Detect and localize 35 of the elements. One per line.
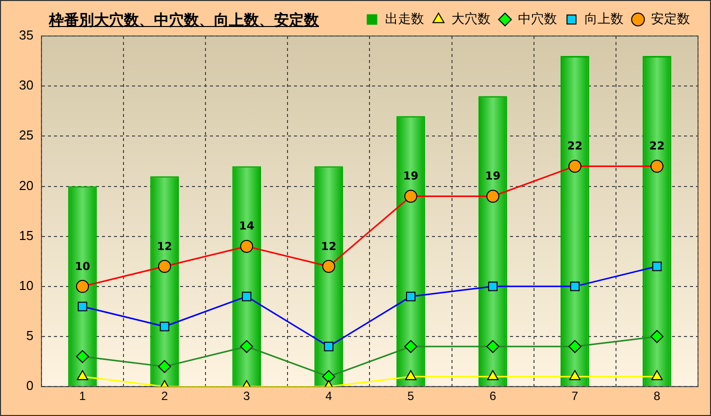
y-tick-label: 25 — [18, 128, 34, 143]
data-label: 12 — [156, 240, 172, 253]
y-tick-label: 30 — [18, 78, 34, 93]
legend-label: 大穴数 — [452, 12, 490, 27]
y-tick-label: 10 — [18, 278, 34, 294]
data-label: 14 — [238, 220, 255, 233]
y-tick-label: 35 — [18, 28, 34, 43]
point — [487, 370, 499, 380]
data-label: 10 — [74, 260, 90, 273]
point — [405, 370, 416, 380]
chart-title: 枠番別大穴数、中穴数、向上数、安定数 — [49, 11, 319, 30]
x-tick-label: 3 — [243, 389, 250, 404]
data-label: 12 — [321, 240, 336, 253]
y-tick-label: 15 — [18, 228, 34, 243]
x-tick-label: 5 — [407, 389, 414, 404]
legend-label: 向上数 — [584, 12, 624, 27]
data-label: 19 — [485, 170, 500, 183]
point — [76, 370, 88, 380]
x-tick-label: 8 — [654, 389, 661, 404]
x-tick-label: 2 — [161, 389, 168, 404]
data-label: 22 — [567, 140, 583, 153]
y-tick-label: 20 — [18, 178, 34, 193]
y-tick-label: 0 — [26, 378, 34, 394]
legend-label: 出走数 — [385, 12, 424, 27]
legend-label: 中穴数 — [518, 12, 557, 27]
data-label: 19 — [403, 170, 418, 183]
x-tick-label: 7 — [572, 389, 579, 404]
x-tick-label: 1 — [79, 389, 86, 404]
data-label: 22 — [649, 140, 665, 153]
x-tick-label: 6 — [489, 389, 496, 404]
point — [651, 370, 663, 380]
y-tick-label: 5 — [26, 328, 34, 344]
legend-label: 安定数 — [651, 10, 690, 27]
point — [569, 370, 581, 380]
x-tick-label: 4 — [325, 389, 332, 404]
